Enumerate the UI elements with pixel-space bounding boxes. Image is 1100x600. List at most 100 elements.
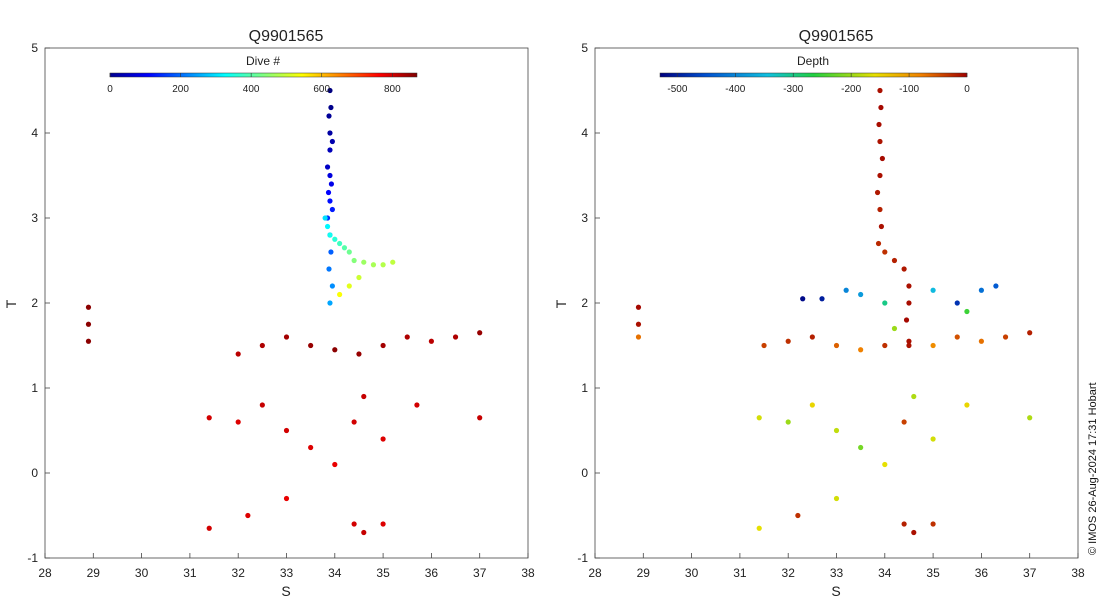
scatter-point [833, 427, 840, 434]
scatter-point [635, 321, 642, 327]
scatter-point [361, 393, 367, 400]
scatter-point [819, 296, 825, 302]
scatter-point [322, 215, 328, 221]
y-tick-label: 2 [581, 296, 588, 310]
scatter-point [882, 249, 888, 255]
x-ticks-right: 28 29 30 31 32 33 34 35 36 37 38 [588, 553, 1085, 580]
scatter-point [903, 317, 910, 323]
x-tick-label: 31 [733, 566, 747, 580]
y-tick-label: -1 [577, 551, 588, 565]
scatter-point [756, 525, 762, 531]
scatter-point [1027, 330, 1033, 336]
scatter-point [833, 495, 840, 502]
scatter-point [964, 402, 970, 408]
scatter-point [877, 172, 883, 179]
scatter-point [477, 415, 483, 421]
colorbar-left [109, 72, 418, 78]
scatter-point [906, 283, 912, 289]
scatter-point [891, 257, 898, 264]
scatter-point [332, 236, 338, 242]
scatter-point [283, 495, 290, 502]
scatter-point [858, 291, 864, 298]
scatter-point [329, 138, 335, 145]
plot-area-left [44, 47, 529, 559]
scatter-point [882, 342, 888, 349]
colorbar-ticks-left: 0 200 400 600 800 [107, 73, 401, 95]
scatter-point [906, 338, 912, 344]
x-tick-label: 38 [521, 566, 535, 580]
x-tick-label: 36 [975, 566, 989, 580]
colorbar-tick-label: 400 [243, 84, 260, 95]
scatter-point [879, 155, 885, 162]
scatter-point [874, 189, 881, 196]
scatter-point [370, 262, 377, 268]
x-tick-label: 35 [926, 566, 940, 580]
scatter-point [245, 512, 251, 519]
y-tick-label: 4 [581, 126, 588, 140]
plot-area-right [594, 47, 1079, 559]
scatter-point [911, 393, 917, 400]
scatter-point [327, 130, 333, 136]
scatter-point [911, 529, 917, 536]
colorbar-tick-label: 800 [384, 84, 401, 95]
x-axis-label-right: S [831, 583, 840, 599]
colorbar-tick-label: 200 [172, 84, 189, 95]
y-tick-label: -1 [27, 551, 38, 565]
scatter-point [878, 104, 884, 111]
scatter-point [341, 245, 348, 251]
colorbar-label-left: Dive # [246, 54, 280, 68]
scatter-point [328, 181, 335, 187]
scatter-point [356, 351, 362, 357]
scatter-point [843, 287, 849, 293]
scatter-point [858, 444, 864, 451]
x-tick-label: 29 [637, 566, 651, 580]
scatter-point [329, 283, 335, 289]
scatter-point [1027, 415, 1033, 421]
scatter-point [327, 300, 333, 306]
x-tick-label: 35 [376, 566, 390, 580]
scatter-point [901, 266, 907, 272]
scatter-point [337, 240, 343, 247]
scatter-point [809, 402, 815, 408]
scatter-point [337, 291, 343, 298]
scatter-point [1002, 334, 1009, 340]
credit-text: © IMOS 26-Aug-2024 17:31 Hobart [1087, 382, 1099, 555]
chart-title-left: Q9901565 [249, 28, 324, 45]
x-ticks-left: 28 29 30 31 32 33 34 35 36 37 38 [38, 553, 535, 580]
scatter-point [954, 334, 960, 340]
scatter-point [206, 525, 212, 531]
scatter-point [390, 259, 396, 265]
y-tick-label: 3 [581, 211, 588, 225]
scatter-point [85, 338, 92, 344]
x-tick-label: 29 [87, 566, 101, 580]
colorbar-tick-label: -200 [841, 84, 861, 95]
scatter-point [800, 296, 806, 302]
scatter-point [325, 189, 332, 196]
scatter-point [756, 415, 762, 421]
scatter-point [930, 342, 936, 349]
y-tick-label: 2 [31, 296, 38, 310]
colorbar-tick-label: -400 [725, 84, 745, 95]
colorbar-tick-label: -300 [783, 84, 803, 95]
scatter-point [380, 342, 386, 349]
y-axis-label-right: T [553, 299, 569, 308]
x-tick-label: 33 [830, 566, 844, 580]
scatter-point [324, 164, 331, 170]
x-tick-label: 30 [685, 566, 699, 580]
scatter-point [930, 436, 936, 442]
scatter-point [954, 300, 960, 306]
scatter-point [351, 257, 357, 264]
x-tick-label: 36 [425, 566, 439, 580]
scatter-point [795, 512, 801, 519]
scatter-point [235, 351, 241, 357]
scatter-point [308, 444, 314, 451]
scatter-point [283, 334, 290, 340]
scatter-point [635, 334, 642, 340]
colorbar-tick-label: 600 [313, 84, 330, 95]
scatter-point [329, 206, 335, 213]
scatter-point [877, 87, 883, 94]
y-tick-label: 1 [31, 381, 38, 395]
scatter-point [875, 240, 882, 247]
scatter-point [361, 259, 367, 265]
x-tick-label: 37 [1023, 566, 1037, 580]
